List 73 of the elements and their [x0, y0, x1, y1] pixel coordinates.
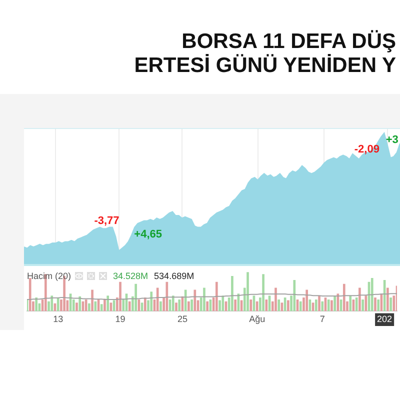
bar	[156, 288, 159, 312]
bar	[256, 301, 258, 312]
x-tick-label: Ağu	[249, 314, 266, 324]
bar	[265, 299, 268, 312]
bar	[203, 288, 206, 312]
bar	[321, 301, 324, 312]
bar	[50, 296, 54, 312]
bar	[35, 298, 38, 312]
bar	[28, 278, 32, 312]
bar	[306, 290, 308, 312]
bar	[262, 274, 264, 312]
x-tick-label: 25	[177, 314, 188, 324]
bar	[334, 296, 336, 312]
bar	[160, 301, 162, 312]
bar	[278, 299, 280, 312]
annotation: -2,09	[354, 143, 380, 156]
x-tick-label: 19	[115, 314, 126, 324]
bar	[234, 299, 236, 312]
chart-title: Hacim (20)	[27, 271, 72, 281]
bar	[206, 301, 208, 312]
bar	[386, 288, 389, 312]
bar	[106, 296, 110, 312]
bar	[56, 298, 60, 312]
chart-title: BORSA 11 DEFA DÜŞ	[182, 30, 396, 54]
bar	[318, 296, 320, 312]
bar	[299, 301, 302, 312]
bar	[287, 300, 290, 312]
bar	[274, 288, 277, 312]
bar	[358, 288, 361, 312]
bar	[362, 299, 364, 312]
bar	[175, 302, 178, 312]
bar	[91, 290, 94, 312]
bar	[94, 301, 97, 312]
x-tick-label: 202	[377, 314, 392, 324]
bar	[222, 296, 224, 312]
bar	[100, 304, 103, 312]
bar	[88, 303, 90, 312]
annotation: +4,65	[134, 228, 162, 240]
bar	[342, 284, 346, 312]
bar	[194, 290, 196, 312]
x-tick-label: 7	[320, 314, 325, 324]
bar	[119, 282, 122, 312]
bar	[76, 302, 78, 312]
bar	[327, 299, 330, 312]
bar	[374, 298, 376, 312]
annotation: -3,77	[94, 214, 120, 227]
bar	[370, 278, 374, 312]
bar	[377, 299, 380, 312]
annotation: 34.528M	[113, 271, 148, 281]
chart-subtitle: ERTESİ GÜNÜ YENİDEN Y	[134, 54, 396, 78]
bar	[190, 299, 193, 312]
bar	[330, 300, 333, 312]
bar	[364, 296, 368, 312]
bar	[172, 296, 174, 312]
bar	[390, 298, 392, 312]
bar	[78, 296, 82, 312]
bar	[128, 301, 131, 312]
bar	[314, 299, 318, 312]
bar	[104, 298, 106, 312]
bar	[250, 299, 252, 312]
annotation: +3	[386, 134, 398, 146]
bar	[246, 272, 249, 312]
bar	[134, 284, 137, 312]
bar	[150, 292, 153, 312]
bar	[216, 282, 218, 312]
bar	[178, 299, 181, 312]
bar	[293, 280, 296, 312]
bar	[144, 298, 146, 312]
bar	[231, 276, 234, 312]
bar	[188, 301, 190, 312]
annotation: 534.689M	[154, 271, 194, 281]
bar	[349, 296, 352, 312]
x-tick-label: 13	[53, 314, 64, 324]
